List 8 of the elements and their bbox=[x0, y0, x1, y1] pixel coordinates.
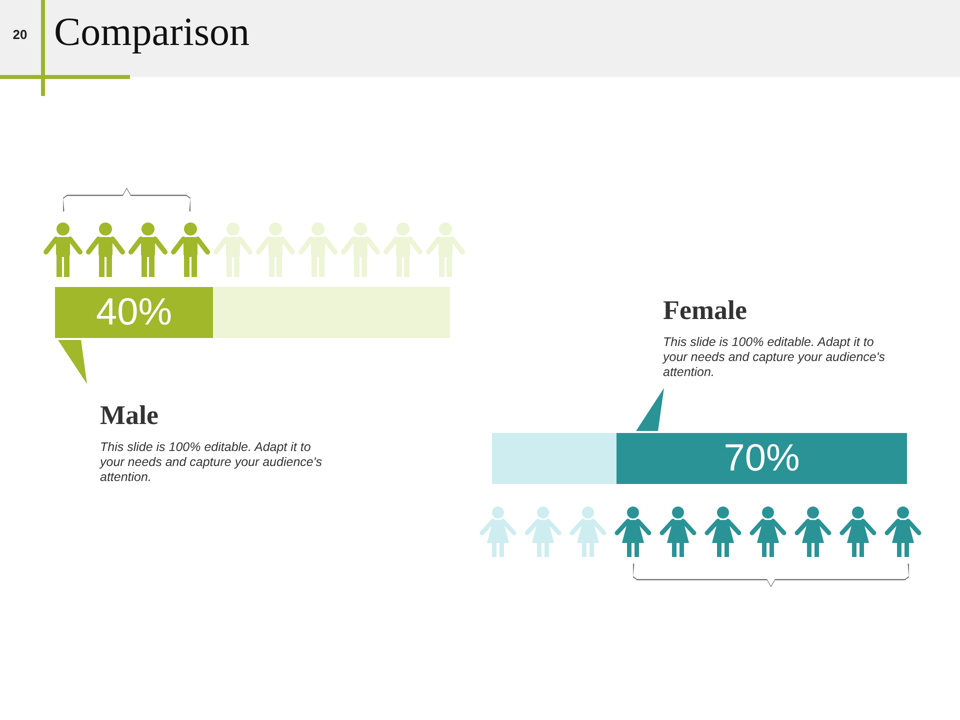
data-label: 40% bbox=[96, 292, 172, 334]
text: This slide is 100% editable. Adapt it to your needs and capture your audience's attention. bbox=[100, 440, 323, 485]
text: 20 bbox=[12, 27, 28, 42]
text: Male bbox=[100, 400, 158, 431]
chart-subtitle: Female bbox=[663, 295, 747, 326]
data-label: 70% bbox=[724, 438, 800, 480]
text: This slide is 100% editable. Adapt it to your needs and capture your audience's attention. bbox=[663, 335, 886, 380]
chart-title: Comparison bbox=[54, 8, 250, 55]
